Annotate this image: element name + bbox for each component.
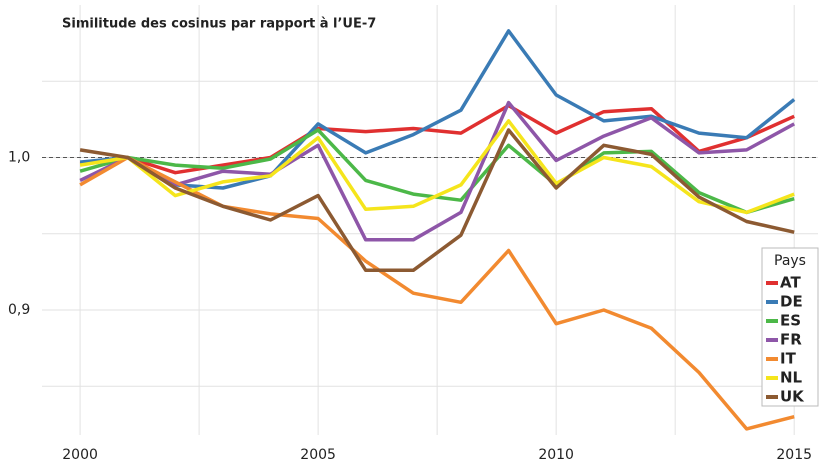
series-line [79,128,795,273]
legend-label: UK [780,388,805,406]
legend-label: IT [780,350,797,368]
legend-label: FR [780,331,802,349]
x-tick-label: 2015 [776,447,812,463]
chart-title: Similitude des cosinus par rapport à l’U… [62,17,376,32]
y-tick-label: 0,9 [8,302,30,318]
legend-label: AT [780,274,801,292]
x-tick-label: 2005 [300,447,336,463]
grid [42,5,818,435]
series-line [79,103,795,175]
series-line [79,29,796,190]
series-line [79,155,795,431]
legend-label: ES [780,312,801,330]
y-tick-label: 1,0 [8,149,30,165]
legend-title: Pays [774,253,806,269]
series-line [79,100,796,242]
x-tick-label: 2010 [538,447,574,463]
legend-label: DE [780,293,803,311]
legend-label: NL [780,369,803,387]
series-line [79,119,795,215]
x-tick-label: 2000 [62,447,98,463]
